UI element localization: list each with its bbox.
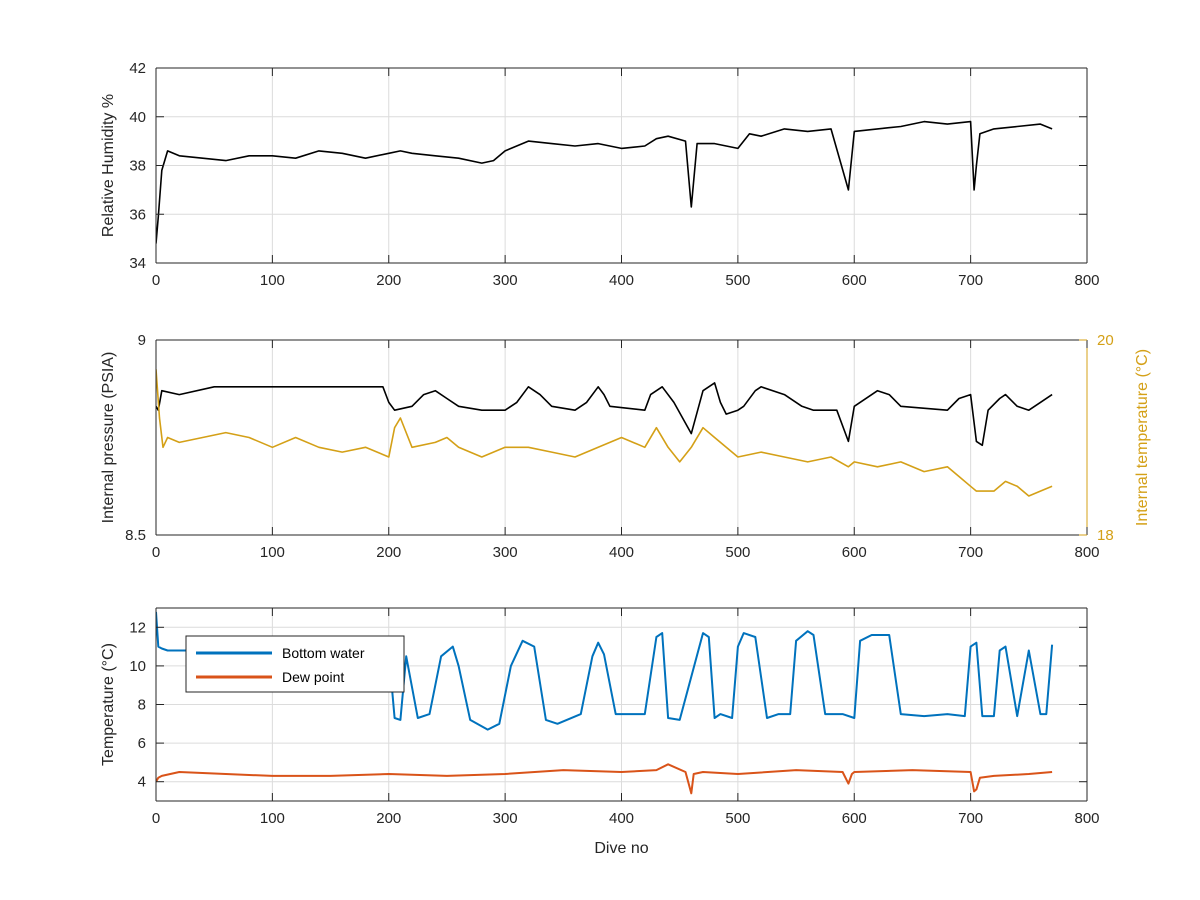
x-tick-label: 400 bbox=[609, 810, 634, 827]
series-line-internal-temperature bbox=[156, 369, 1053, 497]
x-tick-label: 200 bbox=[376, 544, 401, 561]
y-tick-label: 4 bbox=[138, 774, 146, 791]
y-tick-label: 8.5 bbox=[125, 527, 146, 544]
series-group bbox=[156, 369, 1053, 497]
y-tick-label: 38 bbox=[129, 158, 146, 175]
x-tick-label: 200 bbox=[376, 810, 401, 827]
legend-box bbox=[185, 635, 405, 693]
x-tick-label: 700 bbox=[958, 810, 983, 827]
y2-axis-label: Internal temperature (°C) bbox=[1134, 349, 1151, 526]
x-axis-label: Dive no bbox=[594, 840, 648, 857]
y-axis-label: Relative Humidity % bbox=[100, 94, 117, 237]
series-group bbox=[156, 120, 1053, 244]
legend: Bottom water Dew point bbox=[185, 635, 405, 693]
x-tick-label: 500 bbox=[725, 810, 750, 827]
y-tick-label: 9 bbox=[138, 332, 146, 349]
x-tick-label: 100 bbox=[260, 544, 285, 561]
series-group bbox=[156, 611, 1054, 795]
x-tick-label: 100 bbox=[260, 272, 285, 289]
x-tick-label: 800 bbox=[1074, 810, 1099, 827]
y-axis-label: Internal pressure (PSIA) bbox=[100, 352, 117, 524]
humidity-panel: 0 100 200 300 400 500 600 700 800 34 36 38 40 42 Relat… bbox=[100, 60, 1100, 289]
y2-tick-label: 20 bbox=[1097, 332, 1114, 349]
series-line-bottom-water bbox=[156, 611, 1054, 731]
y-tick-label: 34 bbox=[129, 255, 146, 272]
y-tick-label: 6 bbox=[138, 735, 146, 752]
y-tick-label: 40 bbox=[129, 109, 146, 126]
y-tick-label: 42 bbox=[129, 60, 146, 77]
x-tick-label: 200 bbox=[376, 272, 401, 289]
x-tick-label: 400 bbox=[609, 544, 634, 561]
x-tick-label: 600 bbox=[842, 272, 867, 289]
legend-entry: Dew point bbox=[282, 669, 344, 685]
x-tick-label: 800 bbox=[1074, 272, 1099, 289]
y-axis-label: Temperature (°C) bbox=[100, 643, 117, 766]
temperature-panel: 0 100 200 300 400 500 600 700 800 4 6 8 10 12 Temperat… bbox=[100, 607, 1100, 857]
x-tick-label: 0 bbox=[152, 810, 160, 827]
pressure-temperature-panel: 0 100 200 300 400 500 600 700 800 8.5 9 18 20 Interna… bbox=[100, 332, 1151, 561]
y2-tick-label: 18 bbox=[1097, 527, 1114, 544]
x-tick-label: 300 bbox=[493, 544, 518, 561]
x-tick-label: 600 bbox=[842, 544, 867, 561]
x-tick-label: 600 bbox=[842, 810, 867, 827]
x-tick-label: 800 bbox=[1074, 544, 1099, 561]
y-tick-label: 10 bbox=[129, 658, 146, 675]
x-tick-label: 400 bbox=[609, 272, 634, 289]
x-tick-label: 0 bbox=[152, 544, 160, 561]
legend-entry: Bottom water bbox=[282, 645, 365, 661]
x-tick-label: 700 bbox=[958, 544, 983, 561]
series-line-dew-point bbox=[156, 763, 1053, 795]
series-line-relative-humidity bbox=[156, 120, 1053, 244]
x-tick-label: 100 bbox=[260, 810, 285, 827]
y-tick-label: 36 bbox=[129, 206, 146, 223]
y-tick-label: 8 bbox=[138, 697, 146, 714]
x-tick-label: 700 bbox=[958, 272, 983, 289]
x-tick-label: 300 bbox=[493, 810, 518, 827]
series-line-internal-pressure bbox=[156, 382, 1053, 447]
x-tick-label: 0 bbox=[152, 272, 160, 289]
x-tick-label: 300 bbox=[493, 272, 518, 289]
x-tick-label: 500 bbox=[725, 544, 750, 561]
x-tick-label: 500 bbox=[725, 272, 750, 289]
y-tick-label: 12 bbox=[129, 619, 146, 636]
